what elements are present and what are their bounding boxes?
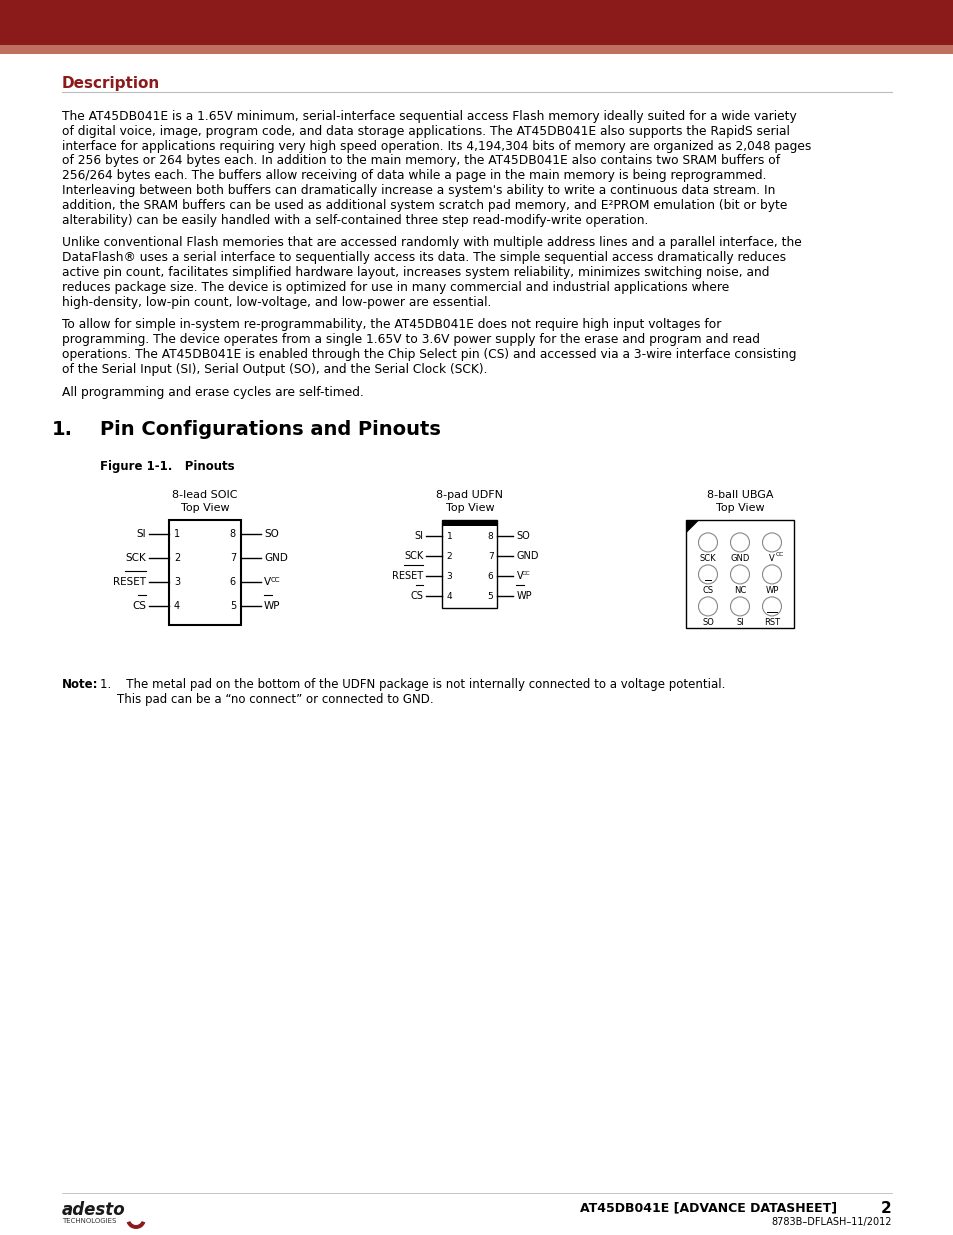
Text: SI: SI xyxy=(414,531,423,541)
Text: To allow for simple in-system re-programmability, the AT45DB041E does not requir: To allow for simple in-system re-program… xyxy=(62,319,720,331)
Text: 8-ball UBGA: 8-ball UBGA xyxy=(706,490,773,500)
Text: GND: GND xyxy=(264,553,288,563)
Text: WP: WP xyxy=(516,592,532,601)
Text: operations. The AT45DB041E is enabled through the Chip Select pin (CS) and acces: operations. The AT45DB041E is enabled th… xyxy=(62,348,796,361)
Text: Interleaving between both buffers can dramatically increase a system's ability t: Interleaving between both buffers can dr… xyxy=(62,184,775,198)
Text: 256/264 bytes each. The buffers allow receiving of data while a page in the main: 256/264 bytes each. The buffers allow re… xyxy=(62,169,765,183)
Text: 7: 7 xyxy=(487,552,493,561)
Text: active pin count, facilitates simplified hardware layout, increases system relia: active pin count, facilitates simplified… xyxy=(62,266,769,279)
Text: Top View: Top View xyxy=(445,504,494,514)
Text: V: V xyxy=(516,572,522,582)
Circle shape xyxy=(730,564,749,584)
Circle shape xyxy=(761,532,781,552)
Bar xyxy=(685,520,793,629)
Text: 3: 3 xyxy=(173,578,180,588)
Text: adesto: adesto xyxy=(62,1200,126,1219)
Text: high-density, low-pin count, low-voltage, and low-power are essential.: high-density, low-pin count, low-voltage… xyxy=(62,295,491,309)
Text: 1.    The metal pad on the bottom of the UDFN package is not internally connecte: 1. The metal pad on the bottom of the UD… xyxy=(100,678,724,692)
Text: SCK: SCK xyxy=(699,555,716,563)
Text: CC: CC xyxy=(775,552,783,557)
Text: RESET: RESET xyxy=(392,572,423,582)
Circle shape xyxy=(698,532,717,552)
Text: Top View: Top View xyxy=(715,504,763,514)
Text: 8: 8 xyxy=(487,532,493,541)
Text: CS: CS xyxy=(701,585,713,595)
Text: of digital voice, image, program code, and data storage applications. The AT45DB: of digital voice, image, program code, a… xyxy=(62,125,789,138)
Bar xyxy=(0,44,953,54)
Text: DataFlash® uses a serial interface to sequentially access its data. The simple s: DataFlash® uses a serial interface to se… xyxy=(62,251,785,264)
Text: 4: 4 xyxy=(446,592,452,601)
Polygon shape xyxy=(685,520,699,534)
Text: RST: RST xyxy=(763,618,780,627)
Text: All programming and erase cycles are self-timed.: All programming and erase cycles are sel… xyxy=(62,385,363,399)
Text: 2: 2 xyxy=(446,552,452,561)
Text: of the Serial Input (SI), Serial Output (SO), and the Serial Clock (SCK).: of the Serial Input (SI), Serial Output … xyxy=(62,363,487,375)
Text: of 256 bytes or 264 bytes each. In addition to the main memory, the AT45DB041E a: of 256 bytes or 264 bytes each. In addit… xyxy=(62,154,780,168)
Bar xyxy=(442,520,497,526)
Text: Top View: Top View xyxy=(180,504,229,514)
Text: SO: SO xyxy=(701,618,713,627)
Circle shape xyxy=(761,597,781,616)
Text: Pin Configurations and Pinouts: Pin Configurations and Pinouts xyxy=(100,420,440,440)
Text: 2: 2 xyxy=(173,553,180,563)
Text: SI: SI xyxy=(136,530,146,540)
Text: 8-lead SOIC: 8-lead SOIC xyxy=(172,490,237,500)
Text: V: V xyxy=(264,578,271,588)
Text: GND: GND xyxy=(516,551,538,562)
Text: WP: WP xyxy=(264,601,280,611)
Text: RESET: RESET xyxy=(112,578,146,588)
Text: 6: 6 xyxy=(487,572,493,580)
Text: SO: SO xyxy=(264,530,278,540)
Text: Figure 1-1.   Pinouts: Figure 1-1. Pinouts xyxy=(100,461,234,473)
Text: 7: 7 xyxy=(230,553,235,563)
Text: programming. The device operates from a single 1.65V to 3.6V power supply for th: programming. The device operates from a … xyxy=(62,333,760,346)
Text: GND: GND xyxy=(730,555,749,563)
Text: 1: 1 xyxy=(173,530,180,540)
Text: CS: CS xyxy=(410,592,423,601)
Text: 2: 2 xyxy=(881,1200,891,1216)
Text: Unlike conventional Flash memories that are accessed randomly with multiple addr: Unlike conventional Flash memories that … xyxy=(62,236,801,249)
Wedge shape xyxy=(127,1221,145,1229)
Circle shape xyxy=(730,597,749,616)
Circle shape xyxy=(761,564,781,584)
Text: 4: 4 xyxy=(173,601,180,611)
Text: CS: CS xyxy=(132,601,146,611)
Text: 1.: 1. xyxy=(52,420,73,440)
Text: 1: 1 xyxy=(446,532,452,541)
Text: 8: 8 xyxy=(230,530,235,540)
Text: 8-pad UDFN: 8-pad UDFN xyxy=(436,490,503,500)
Text: Description: Description xyxy=(62,77,160,91)
Text: addition, the SRAM buffers can be used as additional system scratch pad memory, : addition, the SRAM buffers can be used a… xyxy=(62,199,786,211)
Text: SCK: SCK xyxy=(404,551,423,562)
Text: WP: WP xyxy=(764,585,778,595)
Circle shape xyxy=(730,532,749,552)
Text: 3: 3 xyxy=(446,572,452,580)
Text: 6: 6 xyxy=(230,578,235,588)
Text: alterability) can be easily handled with a self-contained three step read-modify: alterability) can be easily handled with… xyxy=(62,214,648,226)
Bar xyxy=(0,0,953,44)
Text: This pad can be a “no connect” or connected to GND.: This pad can be a “no connect” or connec… xyxy=(117,693,434,706)
Text: TECHNOLOGIES: TECHNOLOGIES xyxy=(62,1218,116,1224)
Text: NC: NC xyxy=(733,585,745,595)
Text: CC: CC xyxy=(271,577,280,583)
Text: 5: 5 xyxy=(230,601,235,611)
Circle shape xyxy=(698,597,717,616)
Text: SO: SO xyxy=(516,531,530,541)
Text: Note:: Note: xyxy=(62,678,98,692)
Text: SI: SI xyxy=(736,618,743,627)
Bar xyxy=(442,520,497,609)
Text: AT45DB041E [ADVANCE DATASHEET]: AT45DB041E [ADVANCE DATASHEET] xyxy=(579,1200,836,1214)
Text: SCK: SCK xyxy=(125,553,146,563)
Text: V: V xyxy=(768,555,774,563)
Text: 5: 5 xyxy=(487,592,493,601)
Text: CC: CC xyxy=(521,572,530,577)
Bar xyxy=(169,520,241,625)
Circle shape xyxy=(698,564,717,584)
Text: 8783B–DFLASH–11/2012: 8783B–DFLASH–11/2012 xyxy=(771,1216,891,1228)
Text: reduces package size. The device is optimized for use in many commercial and ind: reduces package size. The device is opti… xyxy=(62,280,728,294)
Text: interface for applications requiring very high speed operation. Its 4,194,304 bi: interface for applications requiring ver… xyxy=(62,140,810,153)
Text: The AT45DB041E is a 1.65V minimum, serial-interface sequential access Flash memo: The AT45DB041E is a 1.65V minimum, seria… xyxy=(62,110,796,124)
